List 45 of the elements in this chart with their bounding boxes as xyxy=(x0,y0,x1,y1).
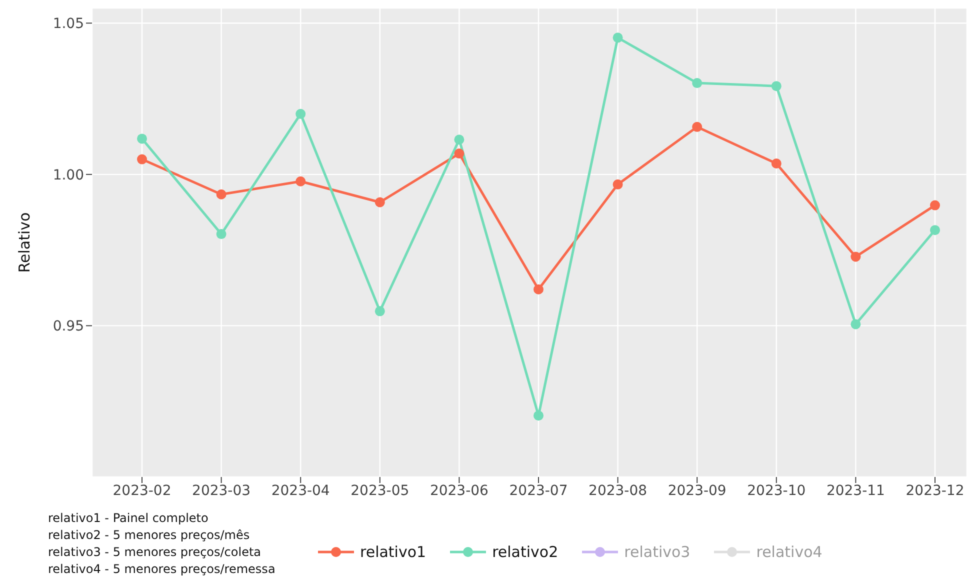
legend-label: relativo2 xyxy=(492,543,558,561)
point xyxy=(454,134,464,145)
point xyxy=(850,252,861,262)
point xyxy=(454,148,464,159)
x-tick-label: 2023-08 xyxy=(588,482,648,499)
x-tick-label: 2023-09 xyxy=(668,482,726,499)
y-tick-label: 1.05 xyxy=(52,16,84,32)
x-tick-label: 2023-07 xyxy=(509,482,568,499)
text: relativo1 - Painel completo xyxy=(48,510,210,527)
point xyxy=(612,32,623,43)
point xyxy=(216,189,226,200)
y-axis-title: Relativo xyxy=(15,212,34,273)
point xyxy=(771,81,782,92)
point xyxy=(771,158,782,169)
point xyxy=(137,154,147,164)
point xyxy=(137,134,147,144)
legend-label: relativo4 xyxy=(756,543,822,561)
x-tick-label: 2023-10 xyxy=(747,482,806,499)
x-tick-label: 2023-12 xyxy=(906,482,964,499)
x-tick-label: 2023-04 xyxy=(271,482,330,499)
point xyxy=(930,200,940,210)
point xyxy=(612,179,623,190)
point xyxy=(216,229,226,240)
point xyxy=(296,108,306,119)
legend-label: relativo1 xyxy=(360,543,426,561)
x-tick-label: 2023-11 xyxy=(826,482,885,499)
x-tick-label: 2023-03 xyxy=(192,482,251,499)
point xyxy=(850,319,861,330)
y-tick-label: 0.95 xyxy=(52,318,84,335)
point xyxy=(534,284,544,294)
text: relativo4 - 5 menores preços/remessa xyxy=(48,561,276,578)
point xyxy=(374,306,385,316)
point xyxy=(296,176,306,186)
point xyxy=(534,410,544,421)
point xyxy=(374,197,385,208)
x-tick-label: 2023-02 xyxy=(112,482,172,499)
y-tick-label: 1.00 xyxy=(52,167,84,184)
text: relativo3 - 5 menores preços/coleta xyxy=(48,544,262,561)
point xyxy=(692,122,702,132)
legend-label: relativo3 xyxy=(624,543,690,561)
text: relativo2 - 5 menores preços/mês xyxy=(48,527,251,544)
x-tick-label: 2023-05 xyxy=(350,482,410,499)
x-tick-label: 2023-06 xyxy=(430,482,489,499)
point xyxy=(692,78,702,88)
point xyxy=(930,225,940,236)
